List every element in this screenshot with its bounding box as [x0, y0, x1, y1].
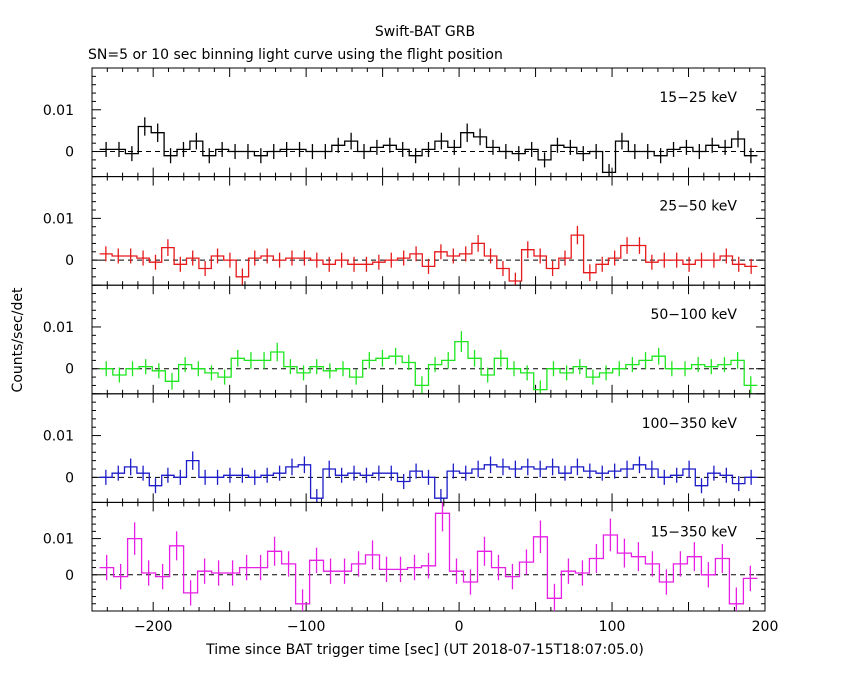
panel-100-350-kev: 0 0.01 100−350 keV [43, 393, 766, 503]
panel-frame [91, 393, 766, 503]
x-tick-label: 200 [752, 619, 779, 635]
x-tick-label: −100 [287, 619, 325, 635]
y-tick-label: 0.01 [43, 320, 74, 336]
band-label: 50−100 keV [650, 307, 737, 323]
y-tick-label: 0 [65, 362, 74, 378]
y-tick-label: 0.01 [43, 211, 74, 227]
x-axis-label: Time since BAT trigger time [sec] (UT 20… [205, 642, 644, 658]
panel-frame [91, 67, 766, 178]
series-step-line [99, 234, 758, 282]
panel-15-25-kev: 0 0.01 15−25 keV [43, 67, 766, 178]
series-step-line [99, 340, 758, 391]
band-label: 25−50 keV [659, 199, 737, 215]
y-tick-label: 0.01 [43, 532, 74, 548]
series-step-line [99, 459, 758, 499]
y-tick-label: 0 [65, 145, 74, 161]
y-tick-label: 0.01 [43, 429, 74, 445]
chart-subtitle: SN=5 or 10 sec binning light curve using… [88, 47, 503, 63]
band-label: 100−350 keV [642, 416, 738, 432]
band-label: 15−350 keV [650, 524, 737, 540]
panels: 0 0.01 15−25 keV 0 0.01 25−50 keV 0 0.01 50−100 … [43, 67, 779, 635]
x-tick-label: 0 [455, 619, 464, 635]
chart-title: Swift-BAT GRB [375, 24, 475, 40]
y-tick-label: 0 [65, 568, 74, 584]
panel-50-100-kev: 0 0.01 50−100 keV [43, 284, 766, 395]
panel-25-50-kev: 0 0.01 25−50 keV [43, 176, 766, 286]
x-tick-label: 100 [599, 619, 626, 635]
y-tick-label: 0 [65, 253, 74, 269]
band-label: 15−25 keV [659, 90, 737, 106]
x-tick-label: −200 [134, 619, 172, 635]
y-tick-label: 0 [65, 470, 74, 486]
y-tick-label: 0.01 [43, 103, 74, 119]
series-step-line [99, 125, 758, 174]
panel-15-350-kev: 0 0.01 15−350 keV [43, 501, 766, 612]
y-axis-label: Counts/sec/det [10, 287, 26, 392]
